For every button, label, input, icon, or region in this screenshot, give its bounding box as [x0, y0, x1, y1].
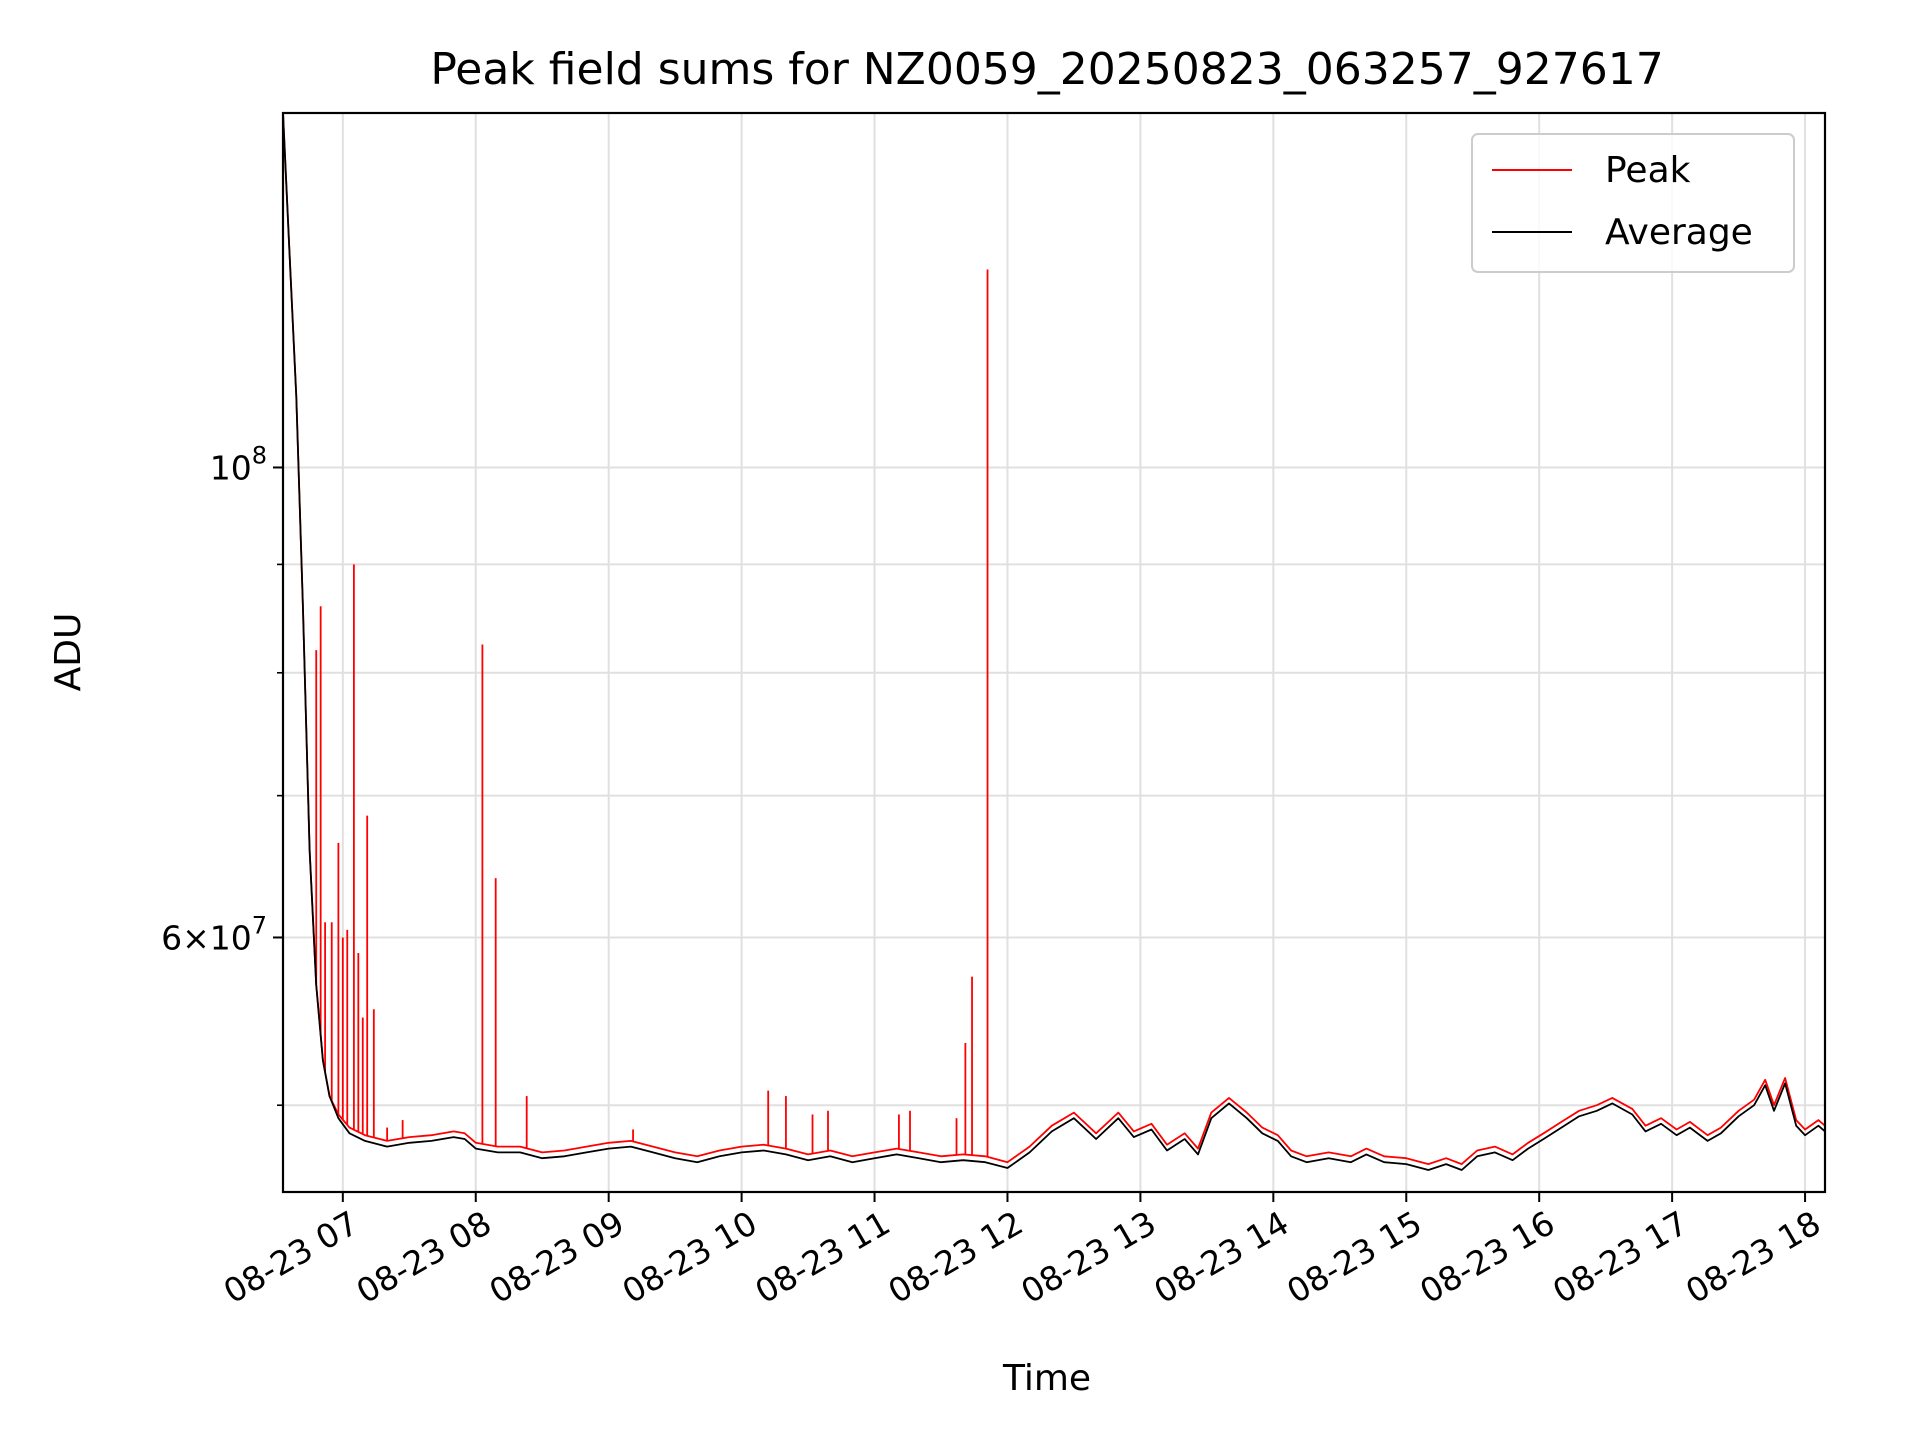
- legend-label-peak: Peak: [1605, 150, 1691, 191]
- legend: Peak Average: [1471, 133, 1795, 273]
- y-axis-ticks: 108 6×107: [161, 441, 283, 1107]
- x-axis-label: Time: [1002, 1358, 1091, 1399]
- chart-title: Peak field sums for NZ0059_20250823_0632…: [430, 44, 1663, 95]
- average-series-line: [283, 113, 1825, 1171]
- legend-label-average: Average: [1605, 212, 1753, 253]
- y-axis-label: ADU: [48, 613, 89, 692]
- grid: [283, 113, 1825, 1192]
- series-group: [283, 113, 1825, 1171]
- y-tick-label: 108: [210, 441, 267, 487]
- series-layer: [283, 113, 1825, 1171]
- peak-series-line: [283, 113, 1825, 1165]
- legend-box: [1471, 133, 1795, 273]
- y-tick-label: 6×107: [161, 911, 267, 957]
- plot-frame: [281, 111, 1827, 1194]
